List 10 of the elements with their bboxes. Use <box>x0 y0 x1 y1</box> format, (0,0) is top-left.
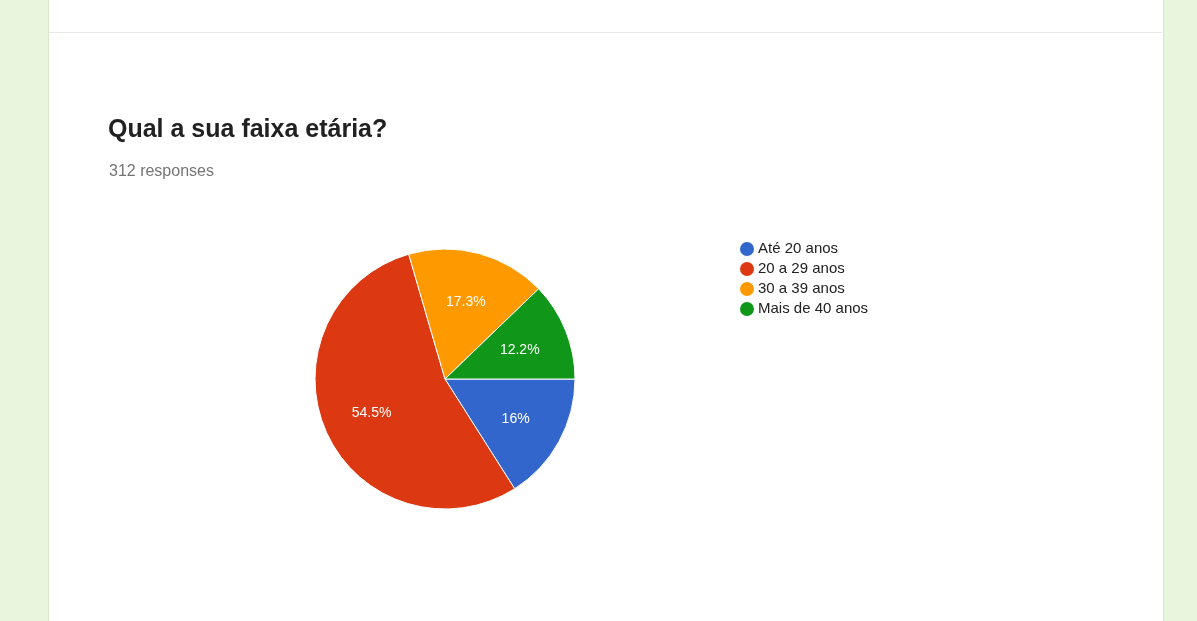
legend-label: 20 a 29 anos <box>758 259 845 276</box>
legend-label: Até 20 anos <box>758 239 839 256</box>
data-label: 16% <box>501 409 530 426</box>
legend-label: 30 a 39 anos <box>758 279 845 296</box>
data-label: 17.3% <box>445 293 486 310</box>
data-label: 12.2% <box>499 340 540 357</box>
chart-title: Qual a sua faixa etária? <box>108 114 388 143</box>
text: 312 responses <box>109 162 214 180</box>
data-label: 54.5% <box>351 404 392 421</box>
legend-label: Mais de 40 anos <box>758 299 869 316</box>
